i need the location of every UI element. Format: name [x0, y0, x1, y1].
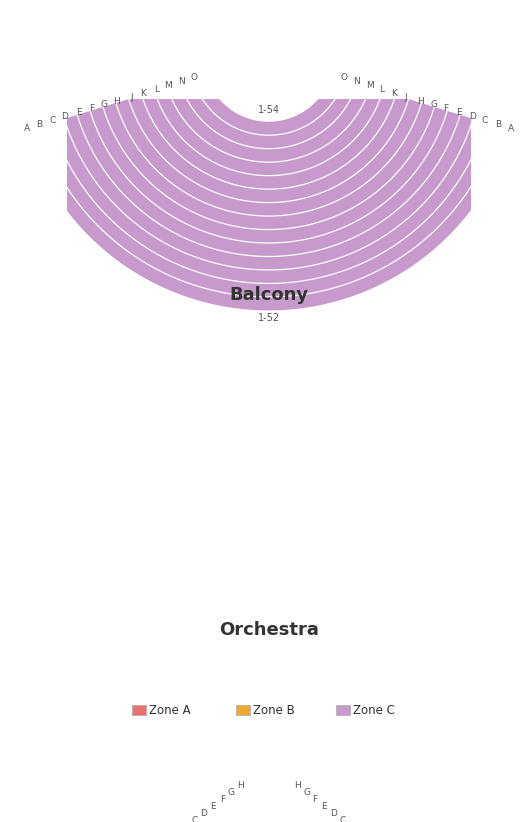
- Bar: [337, 704, 350, 715]
- Text: C: C: [49, 116, 56, 125]
- Text: Orchestra: Orchestra: [219, 621, 319, 639]
- Text: A: A: [24, 124, 30, 133]
- Text: N: N: [177, 76, 184, 85]
- Text: F: F: [443, 104, 448, 113]
- Text: E: E: [321, 802, 327, 810]
- Text: C: C: [192, 815, 198, 822]
- Text: G: G: [303, 788, 310, 797]
- Text: J: J: [130, 93, 133, 102]
- Text: B: B: [37, 120, 43, 129]
- Text: K: K: [140, 89, 146, 98]
- Text: F: F: [220, 795, 225, 804]
- Text: A: A: [508, 124, 513, 133]
- Text: E: E: [211, 802, 216, 810]
- Text: F: F: [89, 104, 94, 113]
- Text: D: D: [330, 809, 337, 818]
- Text: Stage: Stage: [235, 687, 303, 707]
- Text: F: F: [312, 795, 317, 804]
- Text: E: E: [76, 109, 81, 118]
- Text: D: D: [469, 113, 476, 122]
- Bar: [236, 704, 250, 715]
- Text: O: O: [191, 73, 197, 82]
- Text: Zone B: Zone B: [253, 704, 295, 717]
- Text: O: O: [340, 73, 347, 82]
- Text: Balcony: Balcony: [229, 286, 309, 304]
- Text: Zone C: Zone C: [353, 704, 395, 717]
- Text: 1-54: 1-54: [258, 104, 280, 115]
- Text: C: C: [339, 815, 345, 822]
- Text: C: C: [482, 116, 488, 125]
- Polygon shape: [183, 797, 354, 822]
- Text: D: D: [200, 809, 207, 818]
- Text: H: H: [113, 96, 120, 105]
- Text: G: G: [227, 788, 234, 797]
- Text: G: G: [430, 100, 437, 109]
- Text: H: H: [294, 782, 301, 791]
- Polygon shape: [272, 783, 360, 822]
- Text: M: M: [366, 81, 374, 90]
- Text: H: H: [417, 96, 424, 105]
- Bar: [132, 704, 146, 715]
- Text: Zone A: Zone A: [149, 704, 191, 717]
- Text: L: L: [154, 85, 159, 94]
- Text: L: L: [379, 85, 384, 94]
- Text: K: K: [392, 89, 397, 98]
- Text: J: J: [404, 93, 407, 102]
- Text: D: D: [61, 113, 68, 122]
- Text: N: N: [353, 76, 360, 85]
- Text: G: G: [100, 100, 107, 109]
- Text: 1-52: 1-52: [258, 312, 280, 323]
- Text: H: H: [237, 782, 244, 791]
- Text: B: B: [495, 120, 501, 129]
- Text: E: E: [456, 109, 461, 118]
- Polygon shape: [26, 76, 512, 311]
- Polygon shape: [177, 783, 266, 822]
- Text: M: M: [164, 81, 172, 90]
